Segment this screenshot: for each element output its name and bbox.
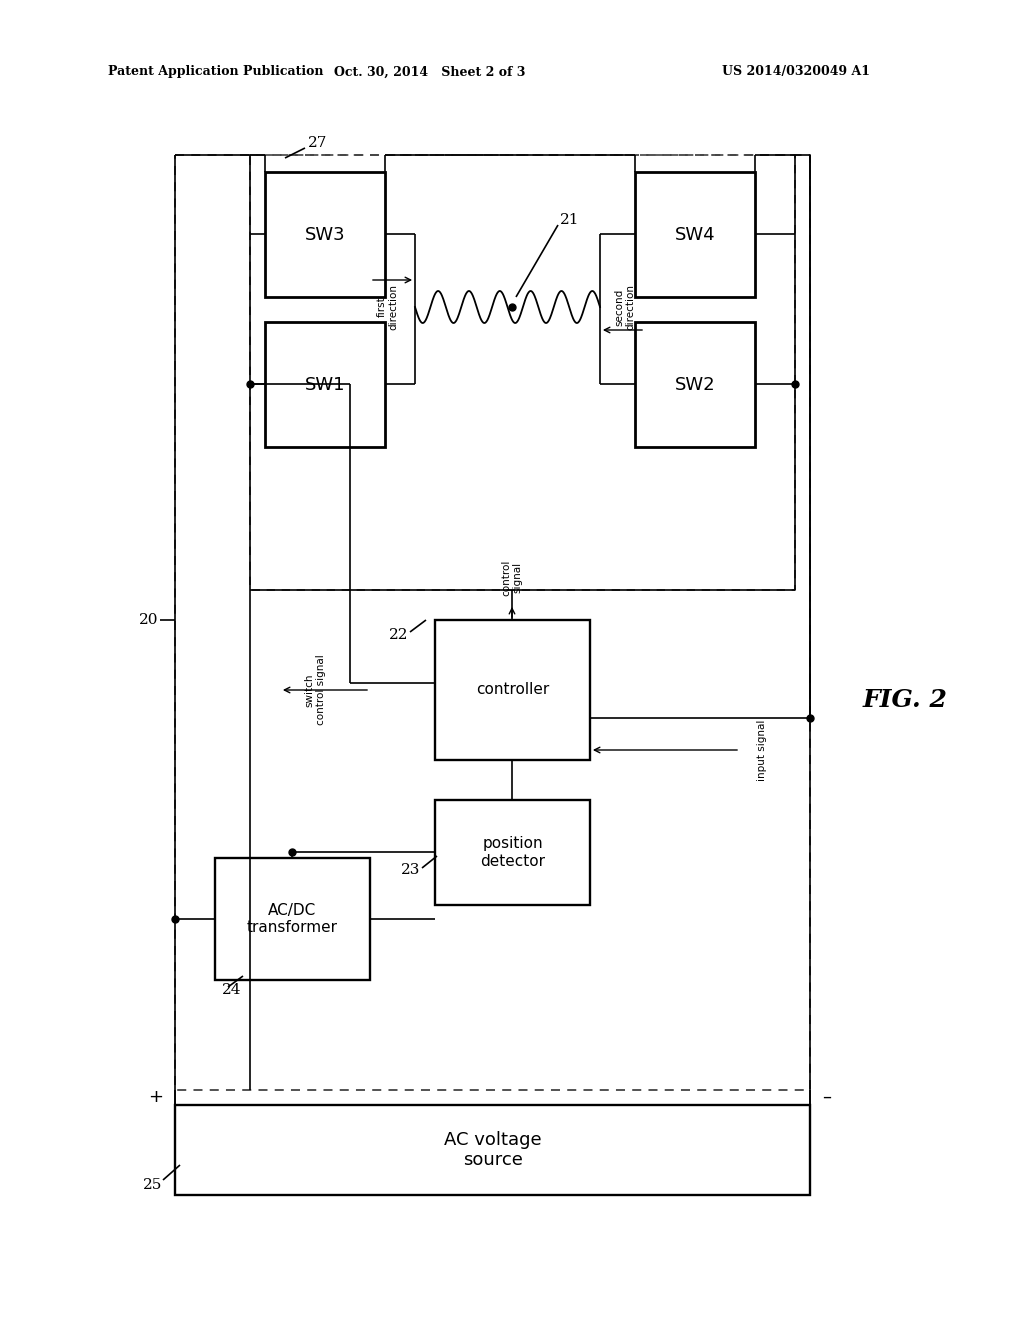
Text: +: + [148,1088,163,1106]
Text: SW3: SW3 [305,226,345,243]
Text: second
direction: second direction [614,284,636,330]
Text: 23: 23 [400,863,420,876]
Text: Oct. 30, 2014   Sheet 2 of 3: Oct. 30, 2014 Sheet 2 of 3 [334,66,525,78]
Bar [215,858,370,979]
Text: Patent Application Publication: Patent Application Publication [108,66,324,78]
Text: AC/DC
transformer: AC/DC transformer [247,903,338,935]
Text: 22: 22 [388,628,408,642]
Text: 21: 21 [560,213,580,227]
Text: FIG. 2: FIG. 2 [862,688,947,711]
Bar [635,322,755,447]
Text: SW4: SW4 [675,226,716,243]
Bar [175,154,810,1090]
Text: US 2014/0320049 A1: US 2014/0320049 A1 [722,66,870,78]
Bar [435,800,590,906]
Text: controller: controller [476,682,549,697]
Bar [265,172,385,297]
Text: 25: 25 [142,1177,162,1192]
Text: input signal: input signal [757,719,767,780]
Bar [250,154,795,590]
Text: first
direction: first direction [377,284,398,330]
Bar [265,322,385,447]
Text: 24: 24 [222,983,242,997]
Bar [635,172,755,297]
Text: switch
control signal: switch control signal [304,655,326,726]
Bar [175,1105,810,1195]
Text: –: – [822,1088,831,1106]
Bar [435,620,590,760]
Text: SW2: SW2 [675,375,716,393]
Text: control
signal: control signal [501,560,523,597]
Text: position
detector: position detector [480,837,545,869]
Text: SW1: SW1 [305,375,345,393]
Text: AC voltage
source: AC voltage source [443,1131,542,1170]
Text: 27: 27 [308,136,328,150]
Text: 20: 20 [138,612,158,627]
